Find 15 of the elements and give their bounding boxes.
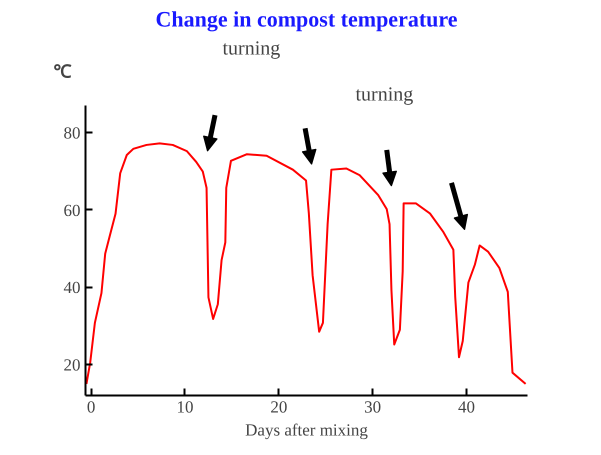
annotation: turning xyxy=(356,84,414,106)
x-axis-title: Days after mixing xyxy=(245,420,368,440)
y-tick-label: 60 xyxy=(64,200,80,220)
x-tick-label: 0 xyxy=(86,398,96,416)
x-tick-label: 30 xyxy=(364,398,382,416)
y-tick-label: 80 xyxy=(64,124,80,143)
line-series xyxy=(86,142,527,385)
y-tick-label: 40 xyxy=(64,278,80,298)
text: turning xyxy=(222,38,280,60)
x-tick-label: 20 xyxy=(270,398,288,416)
chart-title: Change in compost temperature xyxy=(155,6,458,32)
x-tick-label: 10 xyxy=(176,398,194,416)
y-tick-label: 20 xyxy=(64,356,80,375)
x-tick-label: 40 xyxy=(458,398,475,416)
y-axis-title: ℃ xyxy=(54,62,72,82)
